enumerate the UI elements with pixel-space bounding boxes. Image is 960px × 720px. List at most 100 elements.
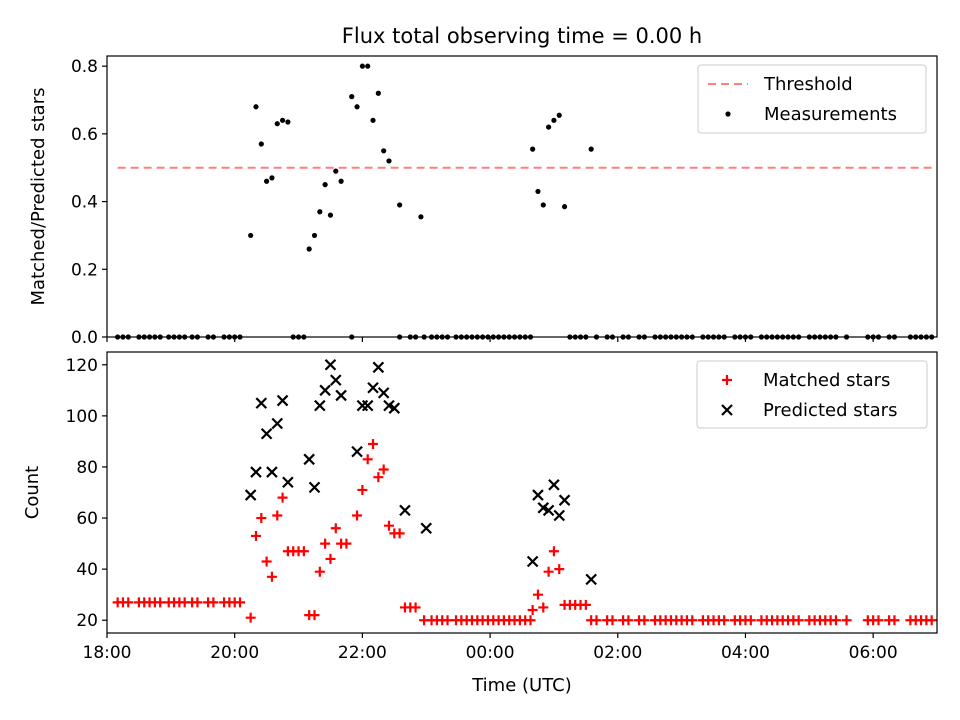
measurement-point <box>375 90 381 96</box>
measurement-point <box>269 175 275 181</box>
matched-star-marker <box>362 454 373 465</box>
legend-label: Threshold <box>763 74 853 95</box>
measurement-point <box>386 158 392 164</box>
predicted-star-marker <box>335 389 347 402</box>
panel-bottom: 20 40 60 80 100 120 18:00 20:00 22:00 00:00 02:00 0… <box>22 351 938 663</box>
matched-star-marker <box>256 513 267 524</box>
predicted-star-marker <box>308 481 321 494</box>
x-tick-label: 20:00 <box>210 643 259 663</box>
matched-star-marker <box>873 615 884 626</box>
matched-star-marker <box>548 546 559 557</box>
matched-star-marker <box>272 510 283 521</box>
matched-star-marker <box>830 615 841 626</box>
measurement-point <box>338 178 344 184</box>
bottom-legend: Matched stars Predicted stars <box>696 360 928 429</box>
measurement-point <box>561 204 568 210</box>
measurement-point <box>253 104 259 110</box>
matched-star-marker <box>309 610 320 621</box>
x-axis-label: Time (UTC) <box>471 675 572 696</box>
matched-star-marker <box>235 597 246 608</box>
top-axes-frame <box>106 55 938 338</box>
matched-star-marker <box>325 553 336 564</box>
matched-star-marker <box>245 612 256 623</box>
measurement-point <box>365 63 371 69</box>
matched-star-marker <box>192 597 203 608</box>
measurement-point <box>322 182 328 188</box>
predicted-star-marker <box>330 374 342 386</box>
matched-star-marker <box>580 599 591 610</box>
bottom-y-tick-label: 80 <box>76 458 98 478</box>
matched-star-marker <box>554 564 565 575</box>
x-tick-label: 06:00 <box>849 643 898 663</box>
matched-star-marker <box>352 510 363 521</box>
matched-star-marker <box>378 464 389 475</box>
measurement-point <box>556 112 562 118</box>
predicted-star-marker <box>276 394 289 407</box>
measurement-point <box>248 232 254 239</box>
legend-box <box>697 64 927 134</box>
measurement-point <box>264 178 270 184</box>
predicted-star-marker <box>420 522 433 535</box>
legend-label: Matched stars <box>763 370 890 391</box>
predicted-star-marker <box>377 387 390 399</box>
matched-star-marker <box>793 615 804 626</box>
bottom-series-matched-stars <box>112 438 937 626</box>
matched-star-marker <box>266 571 277 582</box>
bottom-y-axis-label: Count <box>22 466 43 519</box>
predicted-star-marker <box>324 358 337 371</box>
x-tick-label: 02:00 <box>593 643 642 663</box>
matched-star-marker <box>250 530 261 541</box>
matched-star-marker <box>155 597 166 608</box>
matched-star-marker <box>525 615 536 626</box>
matched-star-marker <box>591 615 602 626</box>
legend-box <box>696 360 928 429</box>
measurement-point <box>285 119 291 125</box>
measurement-point <box>279 117 286 123</box>
measurement-point <box>370 117 376 123</box>
measurement-point <box>359 63 365 69</box>
predicted-star-marker <box>542 504 555 517</box>
matched-star-marker <box>298 546 309 557</box>
predicted-star-marker <box>271 417 284 430</box>
chart-title: Flux total observing time = 0.00 h <box>342 24 702 48</box>
matched-star-marker <box>639 615 650 626</box>
matched-star-marker <box>277 492 288 503</box>
measurement-point <box>540 202 546 208</box>
predicted-star-marker <box>250 466 262 478</box>
matched-star-marker <box>538 602 549 613</box>
x-tick-label: 18:00 <box>83 643 132 663</box>
predicted-star-marker <box>244 489 257 501</box>
matched-star-marker <box>383 520 394 531</box>
top-y-tick-label: 0.0 <box>71 328 98 348</box>
matched-star-marker <box>368 438 379 449</box>
legend-label: Measurements <box>764 104 897 125</box>
measurement-point <box>258 141 264 147</box>
matched-star-marker <box>543 566 554 577</box>
legend-measurements-swatch <box>725 111 731 117</box>
predicted-star-marker <box>255 397 268 409</box>
bottom-plot-area <box>112 358 937 626</box>
predicted-star-marker <box>351 445 363 458</box>
measurement-point <box>551 117 557 123</box>
measurement-point <box>311 232 318 239</box>
legend-predicted-stars-swatch <box>721 404 733 416</box>
x-tick-label: 00:00 <box>466 643 515 663</box>
panel-top: 0.0 0.2 0.4 0.6 0.8 Matched/Predicted stars Th… <box>28 55 938 348</box>
legend-label: Predicted stars <box>763 400 897 421</box>
matched-star-marker <box>889 615 900 626</box>
measurement-point <box>349 94 355 100</box>
measurement-point <box>274 121 280 127</box>
matched-star-marker <box>926 615 937 626</box>
matched-star-marker <box>330 523 341 534</box>
predicted-star-marker <box>372 361 385 374</box>
matched-star-marker <box>410 602 421 613</box>
measurement-point <box>588 146 594 152</box>
matched-star-marker <box>394 528 405 539</box>
top-legend: Threshold Measurements <box>697 64 927 134</box>
matched-star-marker <box>841 615 852 626</box>
matched-star-marker <box>442 615 453 626</box>
matched-star-marker <box>623 615 634 626</box>
measurement-point <box>546 124 552 130</box>
x-tick-label: 04:00 <box>721 643 770 663</box>
